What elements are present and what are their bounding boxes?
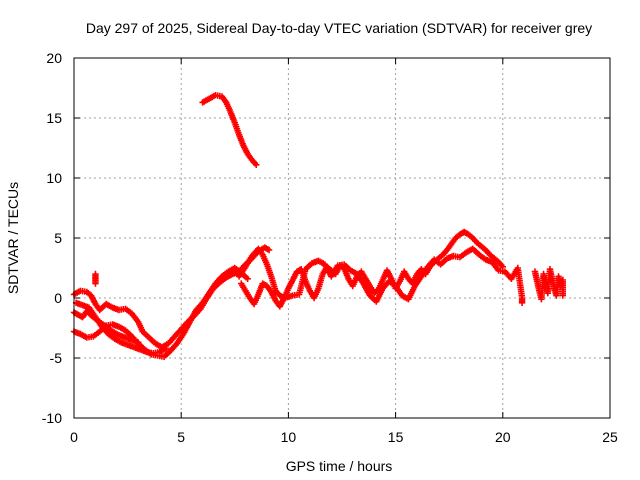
data-point [92, 280, 99, 287]
y-tick-label: 10 [46, 170, 62, 186]
x-tick-label: 0 [70, 429, 78, 445]
data-point [135, 339, 142, 346]
series-track-g [231, 245, 526, 306]
x-axis-label: GPS time / hours [286, 458, 393, 474]
y-tick-label: 15 [46, 110, 62, 126]
x-tick-label: 25 [602, 429, 618, 445]
data-point [559, 292, 567, 299]
x-tick-label: 15 [388, 429, 404, 445]
y-tick-label: 20 [46, 50, 62, 66]
series-track-e [199, 92, 260, 168]
data-point [265, 246, 273, 254]
data-series-group [70, 92, 567, 360]
series-track-i [92, 270, 99, 287]
y-tick-label: -5 [50, 350, 63, 366]
series-track-d [70, 308, 142, 346]
data-point [253, 161, 260, 168]
y-tick-label: -10 [42, 410, 62, 426]
x-tick-label: 10 [281, 429, 297, 445]
y-tick-label: 0 [54, 290, 62, 306]
data-point [518, 299, 526, 306]
tick-marks [73, 57, 611, 419]
series-track-c [72, 299, 170, 357]
series-track-h [531, 266, 567, 303]
data-point [162, 345, 170, 352]
x-tick-label: 20 [495, 429, 511, 445]
data-point [244, 275, 251, 282]
chart-title: Day 297 of 2025, Sidereal Day-to-day VTE… [86, 20, 592, 36]
y-axis-label: SDTVAR / TECUs [5, 182, 21, 294]
y-tick-labels: -10 -5 0 5 10 15 20 [42, 50, 62, 426]
x-tick-labels: 0 5 10 15 20 25 [70, 429, 618, 445]
x-tick-label: 5 [177, 429, 185, 445]
y-tick-label: 5 [54, 230, 62, 246]
